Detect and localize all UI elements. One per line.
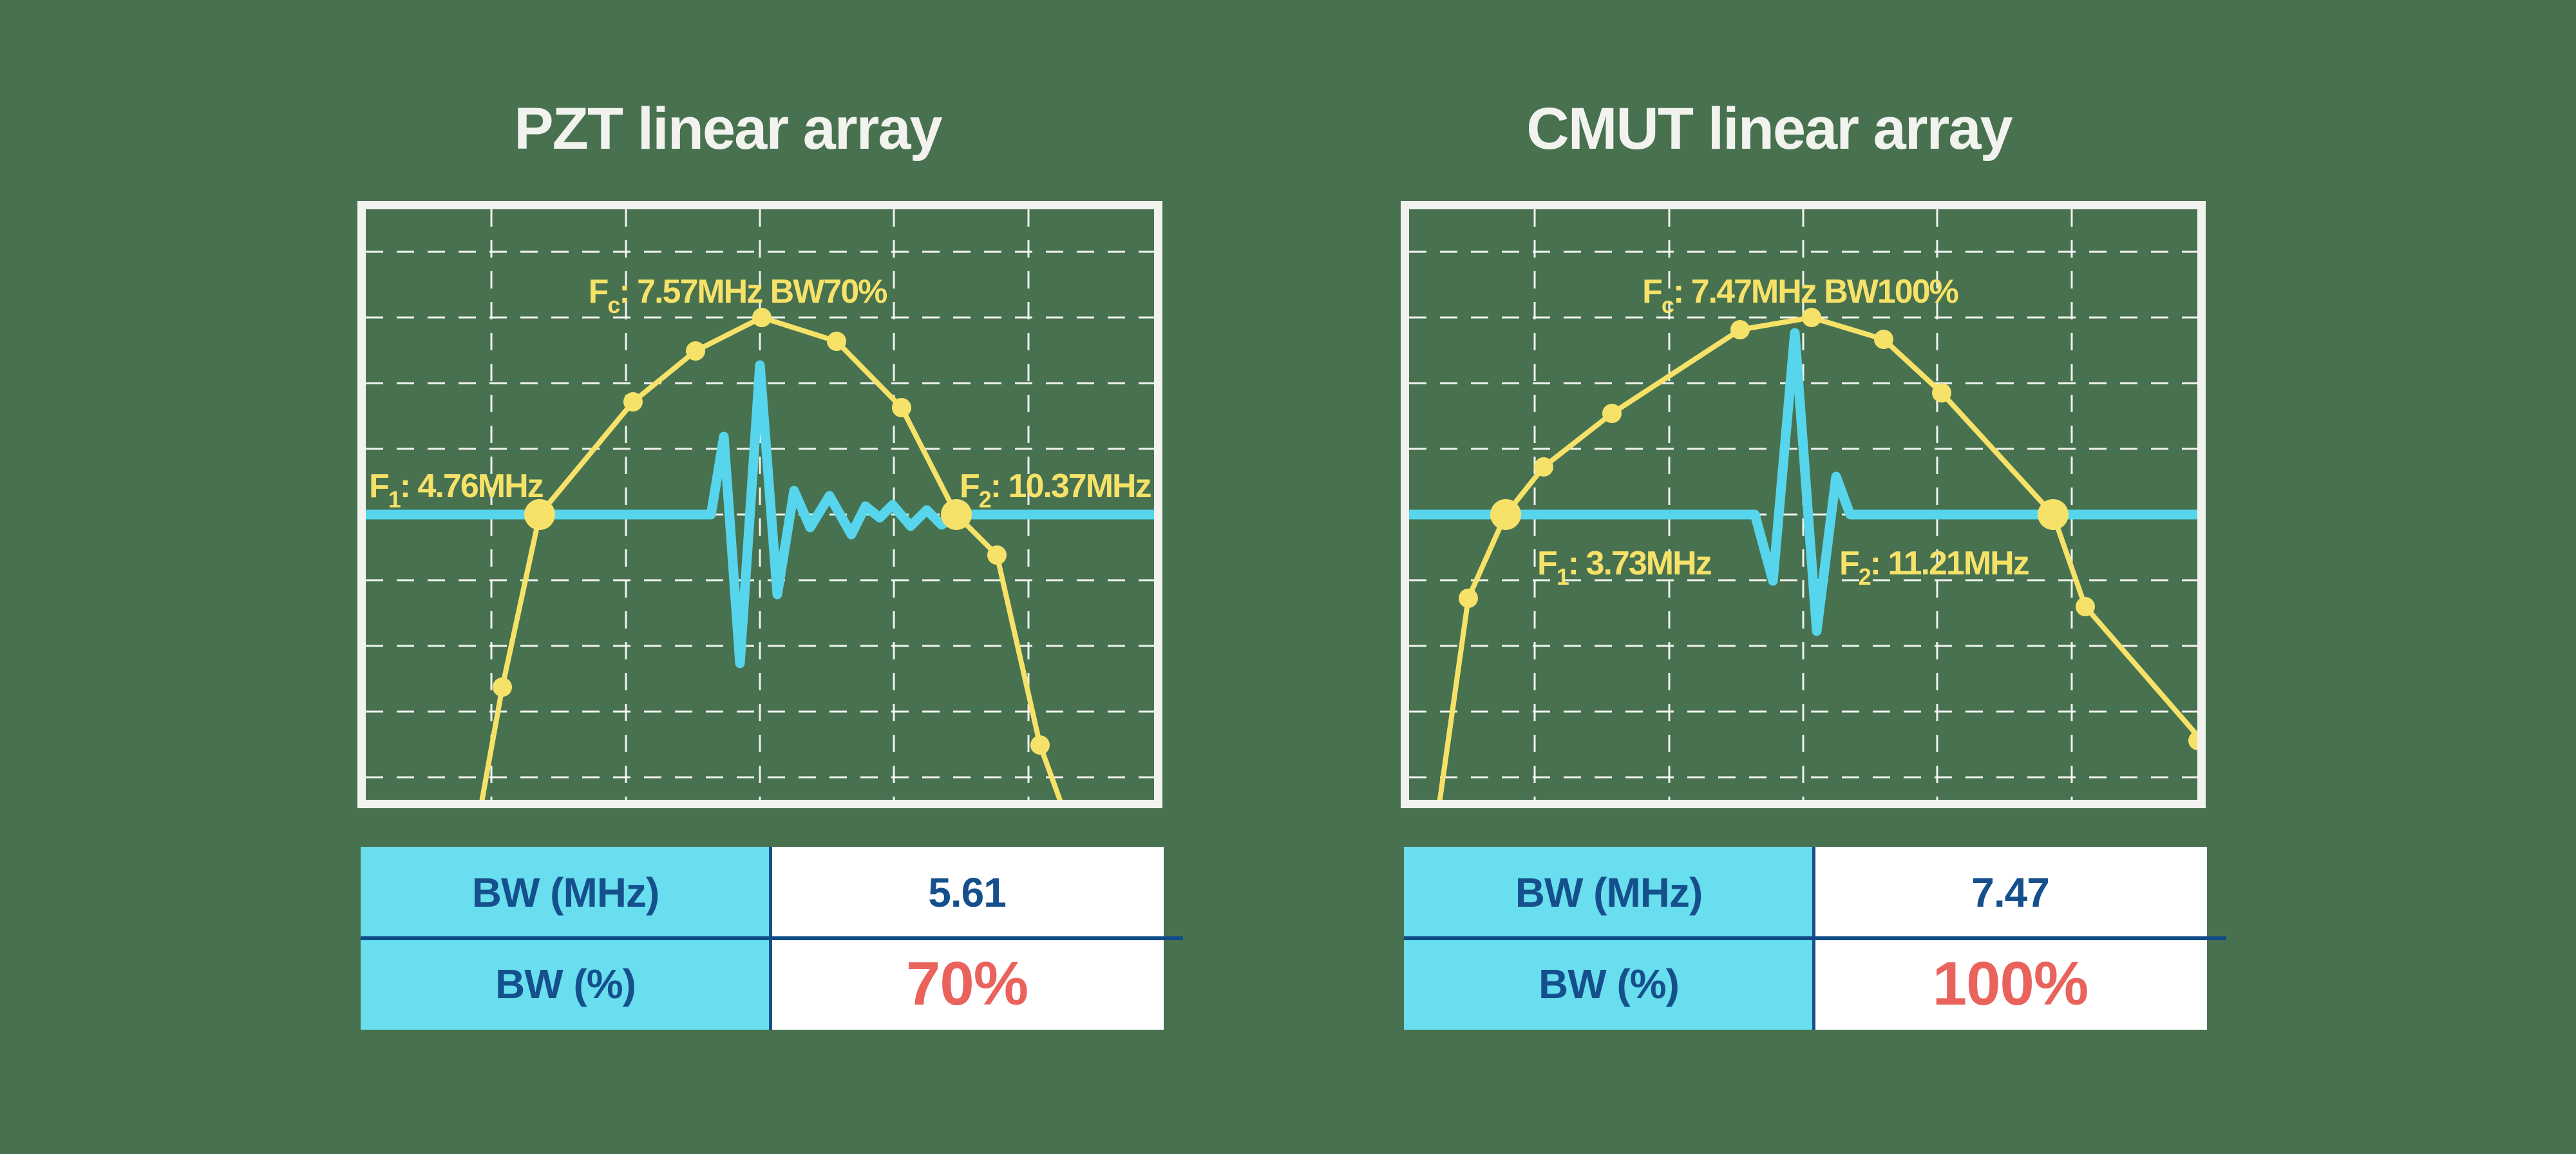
pzt-f2-marker [941,499,972,530]
cmut-grid [1409,209,2197,800]
pzt-f2-label: F2: 10.37MHz [960,468,1151,513]
cmut-bw-table: BW (MHz) 7.47 BW (%) 100% [1404,847,2226,1030]
pzt-bw-pct-label: BW (%) [361,938,770,1030]
cmut-bw-mhz-label: BW (MHz) [1404,847,1814,938]
cmut-f2-marker [2038,499,2069,530]
cmut-spectrum-chart: Fc: 7.47MHz BW100% F1: 3.73MHz F2: 11.21… [1401,201,2206,808]
pzt-bw-mhz-label: BW (MHz) [361,847,770,938]
pzt-f1-marker [524,499,555,530]
cmut-chart-frame [1401,201,2206,808]
pzt-spectrum-curve [478,315,1066,808]
table-row: BW (%) 100% [1404,938,2207,1030]
cmut-f1-marker [1490,499,1521,530]
cmut-bw-pct-value: 100% [1814,938,2207,1030]
cmut-bw-pct-label: BW (%) [1404,938,1814,1030]
cmut-data-markers [1459,308,2206,750]
pzt-f1-label: F1: 4.76MHz [369,468,544,513]
cmut-f1-label: F1: 3.73MHz [1537,545,1712,590]
table-row: BW (%) 70% [361,938,1164,1030]
pzt-data-markers [493,308,1050,755]
pzt-pulse-waveform [357,360,1162,668]
table-row-divider [361,936,1183,940]
panel-title-pzt: PZT linear array [514,96,942,162]
table-row-divider [1404,936,2226,940]
pzt-spectrum-chart: Fc: 7.57MHz BW70% F1: 4.76MHz F2: 10.37M… [357,201,1162,808]
cmut-bw-mhz-value: 7.47 [1814,847,2207,938]
pzt-bw-pct-value: 70% [770,938,1164,1030]
pzt-chart-frame [357,201,1162,808]
table-row: BW (MHz) 5.61 [361,847,1164,938]
cmut-pulse-waveform [1401,328,2206,636]
table-row: BW (MHz) 7.47 [1404,847,2207,938]
panel-title-cmut: CMUT linear array [1526,96,2012,162]
pzt-bw-table: BW (MHz) 5.61 BW (%) 70% [361,847,1183,1030]
pzt-fc-label: Fc: 7.57MHz BW70% [589,273,887,318]
cmut-f2-label: F2: 11.21MHz [1839,545,2029,590]
pzt-bw-mhz-value: 5.61 [770,847,1164,938]
cmut-fc-label: Fc: 7.47MHz BW100% [1642,273,1958,318]
